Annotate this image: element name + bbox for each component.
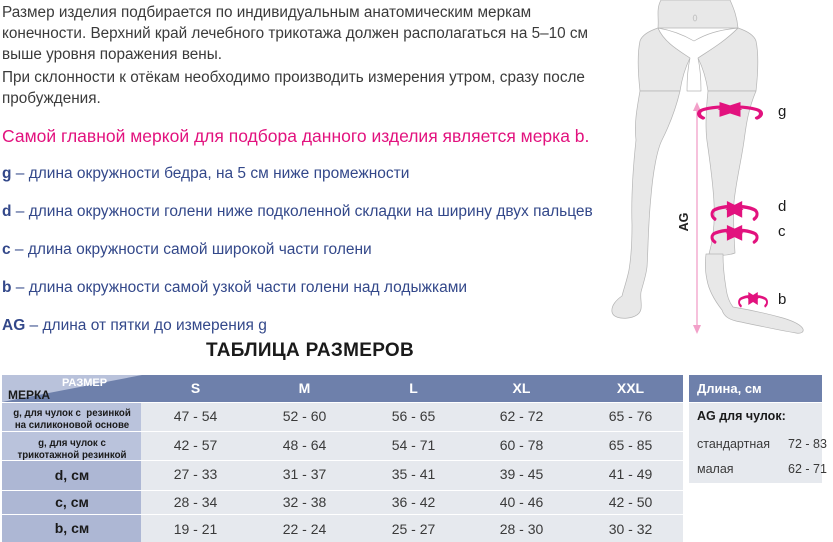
svg-text:b: b: [778, 291, 786, 308]
svg-text:g: g: [778, 103, 786, 120]
svg-text:d: d: [778, 198, 786, 215]
svg-text:AG: AG: [677, 213, 691, 232]
svg-text:c: c: [778, 223, 786, 240]
